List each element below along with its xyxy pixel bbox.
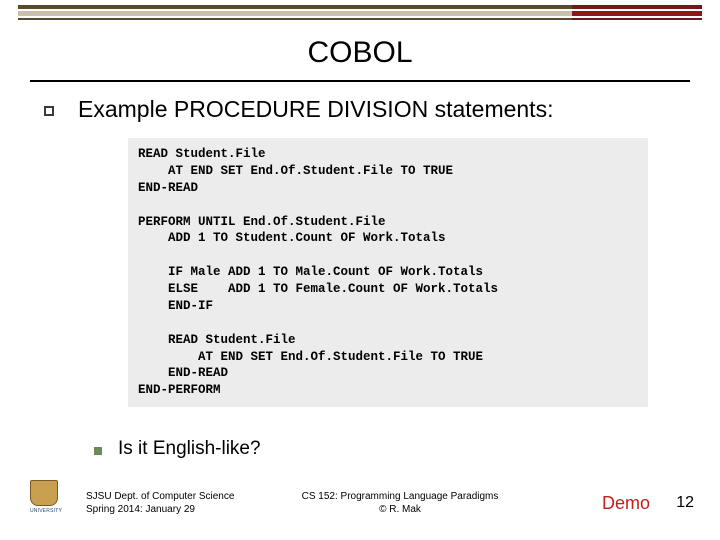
footer-date: Spring 2014: January 29 xyxy=(86,503,234,516)
decorative-top-rules xyxy=(0,0,720,26)
code-block: READ Student.File AT END SET End.Of.Stud… xyxy=(128,138,648,407)
slide-title: COBOL xyxy=(0,36,720,70)
footer-left: SJSU Dept. of Computer Science Spring 20… xyxy=(86,490,234,516)
footer-course: CS 152: Programming Language Paradigms xyxy=(290,490,510,503)
heading-question: Is it English-like? xyxy=(118,438,261,460)
sjsu-logo: UNIVERSITY xyxy=(30,480,62,516)
logo-caption: UNIVERSITY xyxy=(30,508,62,514)
bullet-solid-square-icon xyxy=(94,447,102,455)
page-number: 12 xyxy=(676,494,694,512)
footer-center: CS 152: Programming Language Paradigms ©… xyxy=(290,490,510,516)
bullet-hollow-square-icon xyxy=(44,106,54,116)
demo-label: Demo xyxy=(602,493,650,514)
title-underline xyxy=(30,80,690,82)
heading-example: Example PROCEDURE DIVISION statements: xyxy=(78,96,553,123)
footer-author: © R. Mak xyxy=(290,503,510,516)
footer-dept: SJSU Dept. of Computer Science xyxy=(86,490,234,503)
